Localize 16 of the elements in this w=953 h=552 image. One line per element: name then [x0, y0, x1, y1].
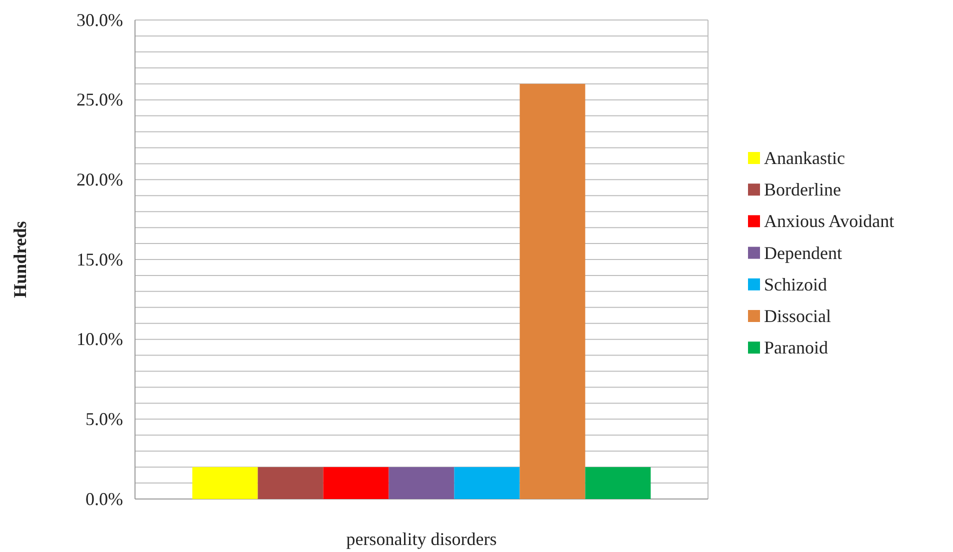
- y-axis-title: Hundreds: [10, 221, 30, 298]
- legend-label: Dissocial: [764, 306, 831, 326]
- legend-label: Anankastic: [764, 148, 845, 168]
- legend-label: Anxious Avoidant: [764, 211, 894, 232]
- legend-label: Dependent: [764, 242, 842, 263]
- x-axis-title: personality disorders: [346, 529, 497, 549]
- y-tick-label: 25.0%: [76, 90, 123, 110]
- y-tick-label: 5.0%: [86, 408, 123, 429]
- y-tick-label: 20.0%: [76, 169, 123, 190]
- y-tick-label: 10.0%: [76, 329, 123, 350]
- legend-label: Borderline: [764, 180, 841, 200]
- y-tick-label: 30.0%: [76, 10, 123, 30]
- legend-label: Schizoid: [764, 274, 827, 294]
- y-tick-label: 15.0%: [76, 249, 123, 270]
- legend-label: Paranoid: [764, 338, 828, 358]
- y-tick-label: 0.0%: [86, 488, 123, 509]
